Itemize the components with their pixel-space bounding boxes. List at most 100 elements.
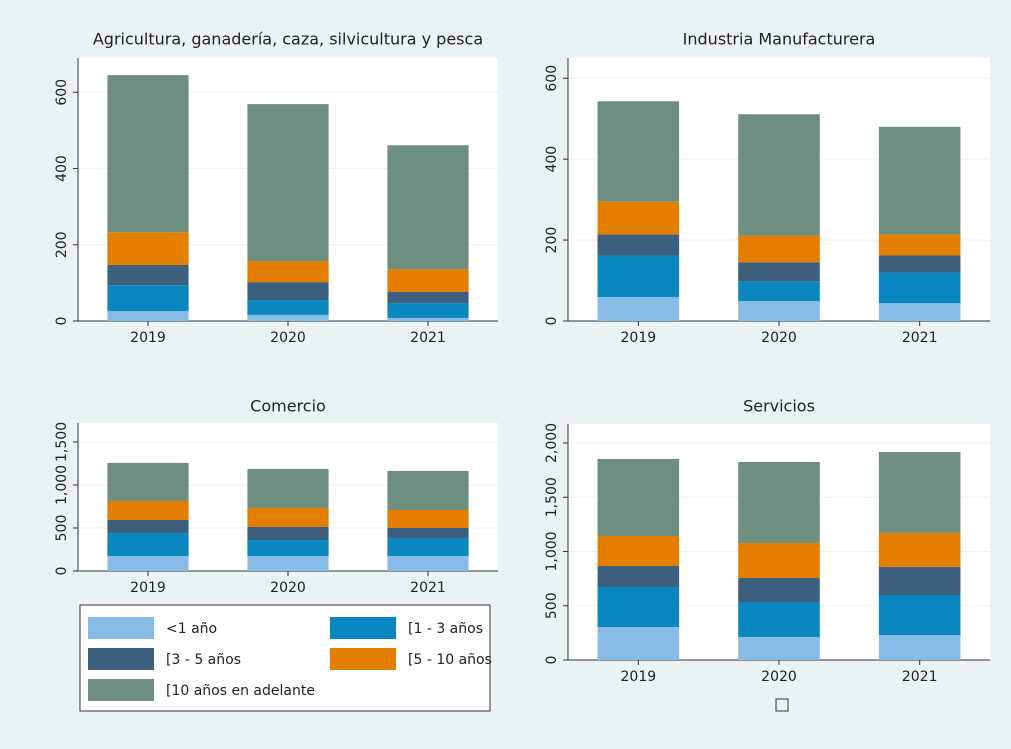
bar-segment (247, 540, 329, 557)
x-tick-label: 2020 (761, 669, 797, 685)
bar-segment (387, 145, 469, 270)
bar-segment (247, 468, 329, 508)
x-tick-label: 2019 (130, 580, 166, 596)
bar-segment (247, 282, 329, 301)
bar-segment (107, 500, 189, 520)
bar-segment (597, 627, 680, 660)
panel-title: Industria Manufacturera (683, 30, 876, 49)
placeholder-box (775, 698, 789, 712)
y-tick-label: 0 (54, 317, 70, 326)
y-tick-label: 600 (54, 79, 70, 106)
bar-segment (387, 527, 469, 538)
x-tick-label: 2019 (130, 330, 166, 346)
bar-segment (878, 303, 961, 321)
x-tick-label: 2021 (902, 330, 938, 346)
bar-segment (107, 311, 189, 321)
y-tick-label: 0 (544, 317, 560, 326)
panel-title: Agricultura, ganadería, caza, silvicultu… (93, 30, 483, 49)
bar-segment (738, 543, 820, 578)
y-tick-label: 1,500 (54, 422, 70, 462)
bar-segment (597, 255, 680, 298)
bar-segment (107, 519, 189, 533)
bar-segment (738, 262, 820, 282)
bar-segment (738, 114, 820, 236)
bar-segment (107, 556, 189, 571)
bar-segment (597, 535, 680, 567)
legend-swatch (88, 617, 154, 639)
bar-segment (738, 577, 820, 602)
bar-segment (878, 635, 961, 660)
legend-label: [3 - 5 años (166, 652, 241, 668)
bar-segment (247, 261, 329, 283)
bar-segment (597, 101, 680, 202)
bar-segment (387, 303, 469, 318)
bar-segment (878, 451, 961, 533)
x-tick-label: 2019 (621, 330, 657, 346)
y-tick-label: 1,500 (544, 477, 560, 517)
bar-segment (247, 314, 329, 321)
y-tick-label: 0 (54, 567, 70, 576)
bar-segment (597, 201, 680, 235)
bar-segment (597, 566, 680, 587)
y-tick-label: 1,000 (544, 531, 560, 571)
bar-segment (107, 285, 189, 312)
bar-segment (878, 234, 961, 256)
legend-label: [10 años en adelante (166, 683, 315, 699)
bar-segment (597, 297, 680, 321)
y-tick-label: 2,000 (544, 423, 560, 463)
bar-segment (878, 255, 961, 273)
y-tick-label: 200 (544, 227, 560, 254)
legend-label: <1 año (166, 621, 217, 637)
y-tick-label: 200 (54, 231, 70, 258)
bar-segment (738, 281, 820, 302)
legend-swatch (88, 648, 154, 670)
y-tick-label: 400 (54, 155, 70, 182)
bar-segment (878, 272, 961, 304)
bar-segment (107, 264, 189, 286)
panel-title: Comercio (250, 397, 326, 416)
bar-segment (597, 586, 680, 628)
y-tick-label: 400 (544, 146, 560, 173)
bar-segment (878, 567, 961, 596)
y-tick-label: 0 (544, 656, 560, 665)
x-tick-label: 2020 (270, 580, 306, 596)
y-tick-label: 600 (544, 65, 560, 92)
bar-segment (387, 317, 469, 321)
bar-segment (878, 126, 961, 235)
bar-segment (107, 462, 189, 501)
y-tick-label: 500 (54, 515, 70, 542)
bar-segment (107, 75, 189, 233)
x-tick-label: 2019 (621, 669, 657, 685)
bar-segment (738, 235, 820, 263)
bar-segment (247, 556, 329, 571)
bar-segment (597, 234, 680, 256)
y-tick-label: 500 (544, 592, 560, 619)
bar-segment (107, 232, 189, 265)
bar-segment (247, 526, 329, 541)
bar-segment (878, 532, 961, 568)
bar-segment (387, 269, 469, 293)
bar-segment (738, 301, 820, 321)
y-tick-label: 1,000 (54, 465, 70, 505)
bar-segment (387, 509, 469, 528)
bar-segment (878, 595, 961, 636)
bar-segment (387, 556, 469, 571)
bar-segment (387, 537, 469, 557)
bar-segment (247, 507, 329, 527)
bar-segment (738, 636, 820, 660)
x-tick-label: 2020 (270, 330, 306, 346)
legend-swatch (88, 679, 154, 701)
legend-swatch (330, 648, 396, 670)
bar-segment (387, 470, 469, 510)
panel-title: Servicios (743, 397, 815, 416)
legend-swatch (330, 617, 396, 639)
legend-label: [1 - 3 años (408, 621, 483, 637)
bar-segment (387, 292, 469, 304)
bar-segment (247, 300, 329, 315)
x-tick-label: 2021 (410, 580, 446, 596)
bar-segment (597, 458, 680, 536)
x-tick-label: 2021 (902, 669, 938, 685)
x-tick-label: 2021 (410, 330, 446, 346)
legend-label: [5 - 10 años (408, 652, 492, 668)
